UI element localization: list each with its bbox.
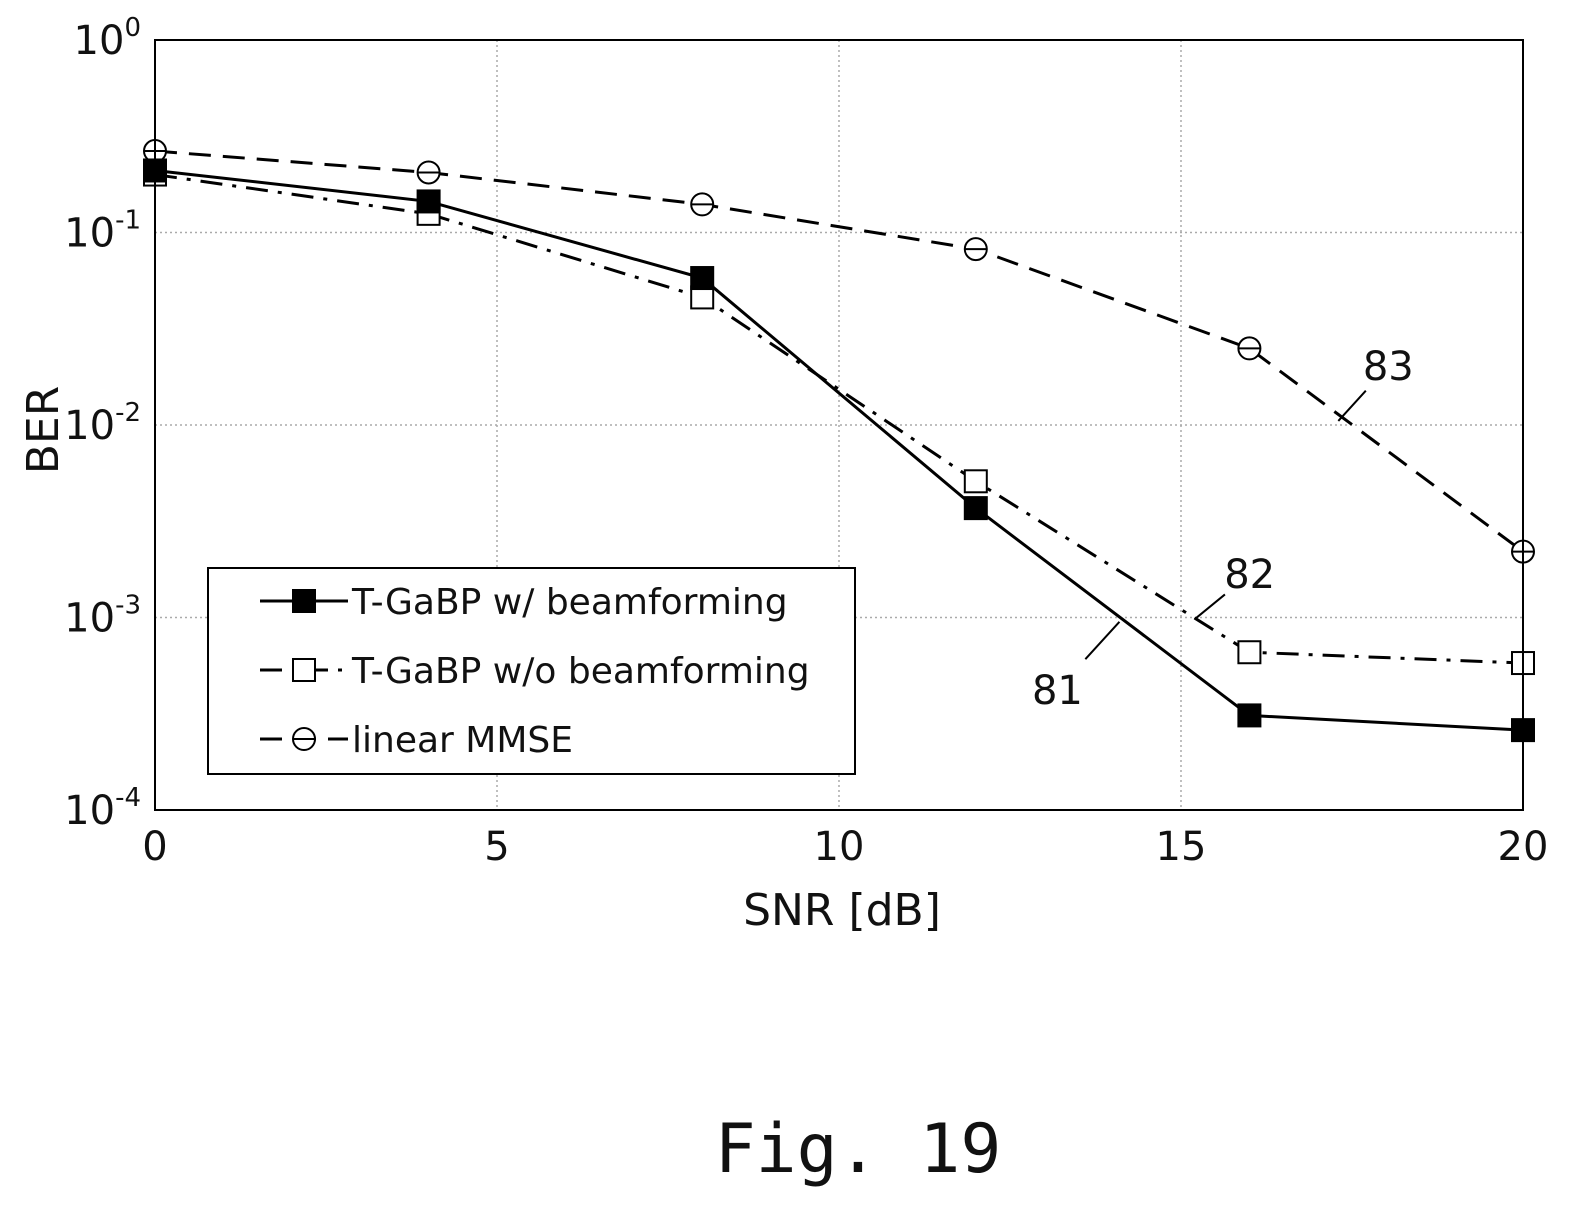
legend-label: linear MMSE: [352, 720, 573, 761]
x-tick-labels: 0 5 10 15 20: [142, 824, 1548, 870]
annotation-leader: [1084, 621, 1121, 660]
series-layer: [143, 139, 1535, 743]
x-tick-label: 0: [142, 824, 167, 870]
y-tick-label: 100: [74, 13, 141, 64]
y-axis-label: BER: [18, 386, 69, 475]
legend-item: T-GaBP w/o beamforming: [260, 651, 810, 692]
series-line: [154, 149, 1524, 553]
y-tick-label: 10-1: [64, 206, 141, 257]
y-tick-label: 10-2: [64, 398, 141, 449]
legend-item: linear MMSE: [260, 720, 573, 761]
annotations: 81 82 83: [1032, 344, 1414, 714]
x-tick-label: 20: [1498, 824, 1549, 870]
annotation-label: 81: [1032, 668, 1083, 714]
series-line: [154, 168, 1524, 732]
x-tick-label: 15: [1156, 824, 1207, 870]
legend-item: T-GaBP w/ beamforming: [260, 582, 788, 623]
annotation-leader: [1337, 389, 1367, 422]
legend-marker: [292, 658, 316, 682]
data-point: [1237, 640, 1262, 665]
annotation-label: 82: [1224, 552, 1275, 598]
plot-frame: [154, 39, 1524, 811]
data-point: [963, 469, 988, 494]
x-tick-label: 10: [814, 824, 865, 870]
y-tick-label: 10-3: [64, 591, 141, 642]
data-point: [963, 496, 988, 521]
annotation-label: 83: [1363, 344, 1414, 390]
annotation-leader: [1194, 593, 1226, 620]
legend-label: T-GaBP w/ beamforming: [351, 582, 788, 623]
legend-marker: [292, 589, 316, 613]
y-tick-labels: 100 10-1 10-2 10-3 10-4: [64, 13, 141, 834]
data-point: [690, 266, 715, 291]
series-line: [154, 173, 1524, 665]
data-point: [1237, 703, 1262, 728]
legend-label: T-GaBP w/o beamforming: [351, 651, 810, 692]
figure-caption: Fig. 19: [715, 1110, 1002, 1189]
series-2: [143, 139, 1535, 564]
data-point: [416, 189, 441, 214]
legend: T-GaBP w/ beamforming T-GaBP w/o beamform…: [207, 567, 856, 775]
y-tick-label: 10-4: [64, 783, 141, 834]
x-axis-label: SNR [dB]: [743, 885, 941, 936]
x-tick-label: 5: [484, 824, 509, 870]
